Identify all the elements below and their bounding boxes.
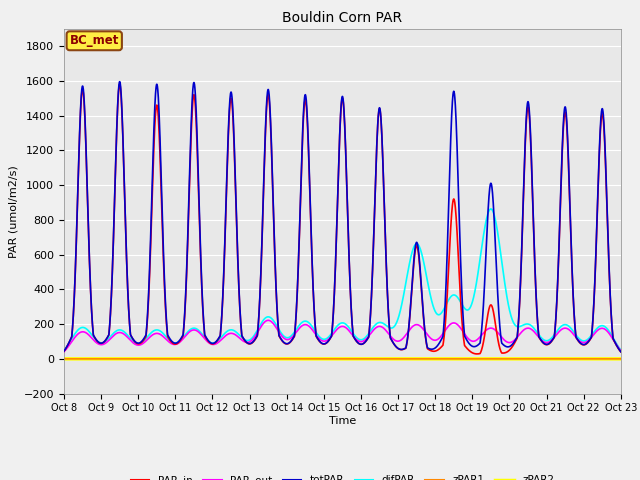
totPAR	[116, 79, 124, 84]
PAR_in	[547, 340, 554, 346]
zPAR1	[546, 356, 554, 362]
Title: Bouldin Corn PAR: Bouldin Corn PAR	[282, 11, 403, 25]
zPAR2	[157, 356, 164, 362]
difPAR	[124, 332, 131, 338]
Y-axis label: PAR (umol/m2/s): PAR (umol/m2/s)	[8, 165, 18, 258]
zPAR1	[298, 356, 305, 362]
totPAR	[274, 317, 282, 323]
PAR_in	[298, 155, 306, 161]
Legend: PAR_in, PAR_out, totPAR, difPAR, zPAR1, zPAR2: PAR_in, PAR_out, totPAR, difPAR, zPAR1, …	[127, 471, 558, 480]
difPAR	[274, 324, 282, 330]
PAR_out	[124, 335, 131, 340]
PAR_in	[606, 293, 614, 299]
PAR_out	[264, 317, 272, 323]
totPAR	[606, 288, 614, 294]
zPAR2	[298, 356, 305, 362]
PAR_out	[546, 338, 554, 344]
PAR_out	[298, 323, 306, 329]
zPAR1	[124, 356, 131, 362]
totPAR	[124, 285, 132, 291]
zPAR2	[124, 356, 131, 362]
Line: difPAR: difPAR	[64, 209, 621, 350]
totPAR	[157, 159, 164, 165]
PAR_out	[606, 332, 614, 337]
difPAR	[617, 347, 625, 353]
zPAR1	[617, 356, 625, 362]
zPAR2	[606, 356, 614, 362]
PAR_out	[157, 332, 164, 337]
totPAR	[617, 349, 625, 355]
zPAR1	[274, 356, 282, 362]
difPAR	[606, 330, 614, 336]
PAR_out	[617, 348, 625, 354]
totPAR	[298, 151, 306, 157]
PAR_in	[124, 286, 132, 292]
zPAR2	[546, 356, 554, 362]
PAR_in	[60, 348, 68, 354]
zPAR1	[157, 356, 164, 362]
PAR_in	[157, 174, 164, 180]
Text: BC_met: BC_met	[70, 34, 119, 47]
difPAR	[157, 328, 164, 334]
PAR_in	[116, 82, 124, 87]
difPAR	[60, 348, 68, 353]
totPAR	[60, 348, 68, 354]
difPAR	[298, 320, 305, 325]
Line: totPAR: totPAR	[64, 82, 621, 352]
X-axis label: Time: Time	[329, 416, 356, 426]
zPAR1	[60, 356, 68, 362]
totPAR	[546, 340, 554, 346]
zPAR1	[606, 356, 614, 362]
PAR_in	[473, 351, 481, 357]
zPAR2	[60, 356, 68, 362]
PAR_in	[274, 317, 282, 323]
zPAR2	[274, 356, 282, 362]
PAR_out	[60, 349, 68, 355]
difPAR	[487, 206, 495, 212]
Line: PAR_out: PAR_out	[64, 320, 621, 352]
Line: PAR_in: PAR_in	[64, 84, 621, 354]
difPAR	[546, 336, 554, 342]
zPAR2	[617, 356, 625, 362]
PAR_in	[617, 349, 625, 355]
PAR_out	[274, 327, 282, 333]
